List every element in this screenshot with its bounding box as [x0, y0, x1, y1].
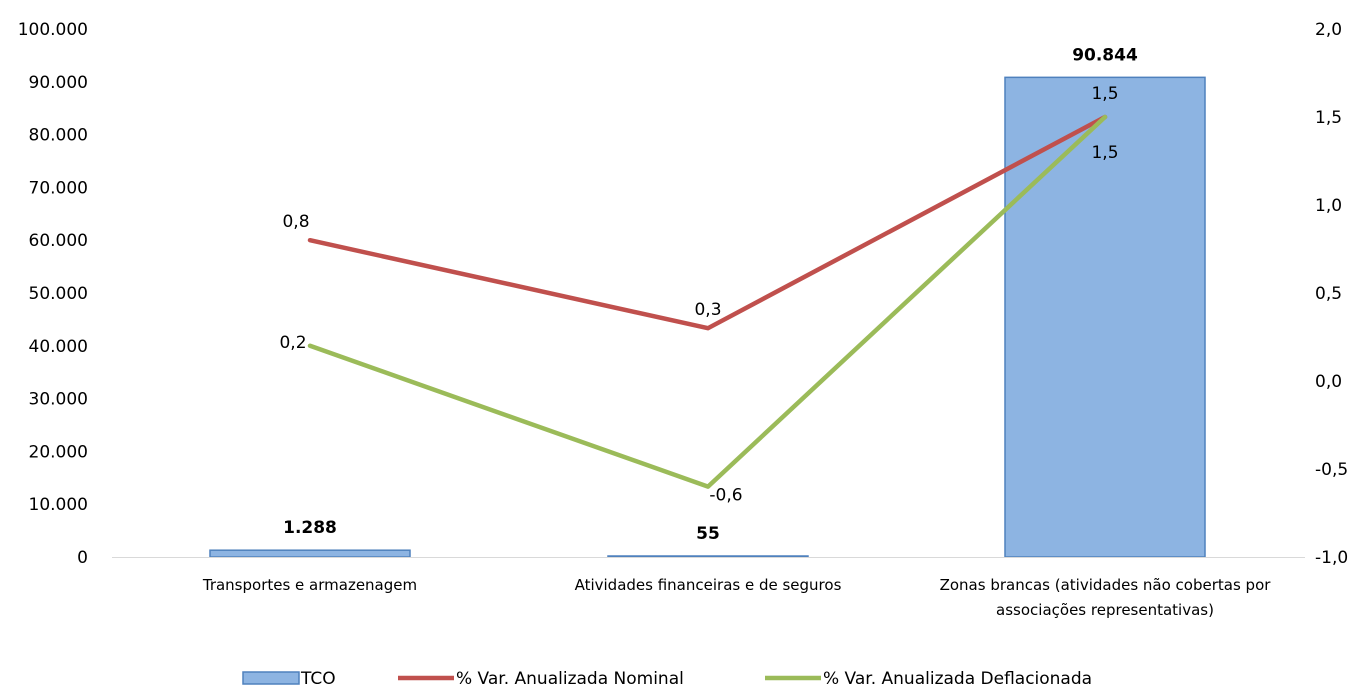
- line-data-label-var-anualizada-nominal: 1,5: [1091, 84, 1118, 104]
- right-tick-label: 1,5: [1315, 108, 1342, 128]
- bar-tco-2: [1004, 76, 1206, 558]
- left-tick-label: 90.000: [29, 73, 88, 93]
- left-tick-label: 80.000: [29, 126, 88, 146]
- left-axis-ticks: 0 10.000 20.000 30.000 40.000 50.000 60.000 70.…: [18, 20, 88, 568]
- category-label: Zonas brancas (atividades não cobertas p…: [940, 576, 1272, 594]
- left-tick-label: 70.000: [29, 178, 88, 198]
- bar-tco-0: [209, 549, 411, 558]
- legend-label-tco: TCO: [300, 669, 336, 689]
- bar-tco-1: [607, 555, 809, 558]
- right-tick-label: -0,5: [1315, 460, 1348, 480]
- right-tick-label: 0,5: [1315, 284, 1342, 304]
- line-series: [307, 114, 1108, 489]
- bar-data-label: 55: [696, 524, 720, 544]
- category-label: associações representativas): [996, 601, 1214, 619]
- left-tick-label: 30.000: [29, 390, 88, 410]
- bar-data-label: 90.844: [1072, 45, 1138, 65]
- right-tick-label: -1,0: [1315, 548, 1348, 568]
- line-var-anualizada-deflacionada: [307, 114, 1108, 489]
- line-data-label-var-anualizada-deflacionada: 1,5: [1091, 143, 1118, 163]
- line-data-label-var-anualizada-deflacionada: -0,6: [709, 486, 742, 506]
- left-tick-label: 10.000: [29, 495, 88, 515]
- left-tick-label: 50.000: [29, 284, 88, 304]
- line-var-anualizada-nominal: [307, 114, 1108, 331]
- right-tick-label: 2,0: [1315, 20, 1342, 40]
- left-tick-label: 100.000: [18, 20, 88, 40]
- right-tick-label: 0,0: [1315, 372, 1342, 392]
- line-data-label-var-anualizada-nominal: 0,3: [694, 300, 721, 320]
- category-label: Transportes e armazenagem: [202, 576, 417, 594]
- left-tick-label: 0: [77, 548, 88, 568]
- category-label: Atividades financeiras e de seguros: [575, 576, 842, 594]
- left-tick-label: 20.000: [29, 442, 88, 462]
- left-tick-label: 40.000: [29, 337, 88, 357]
- left-tick-label: 60.000: [29, 231, 88, 251]
- bar-series: [209, 76, 1206, 558]
- legend-label-var-anualizada-nominal: % Var. Anualizada Nominal: [456, 669, 684, 689]
- line-data-label-var-anualizada-nominal: 0,8: [282, 212, 309, 232]
- data-labels: 1.288 55 90.844 0,8 0,3 1,5 0,2 -0,6 1,5: [279, 45, 1137, 544]
- bar-data-label: 1.288: [283, 518, 337, 538]
- legend-swatch-tco: [242, 671, 300, 685]
- category-labels: Transportes e armazenagem Atividades fina…: [202, 576, 1271, 619]
- right-axis-ticks: -1,0 -0,5 0,0 0,5 1,0 1,5 2,0: [1315, 20, 1348, 568]
- legend-label-var-anualizada-deflacionada: % Var. Anualizada Deflacionada: [823, 669, 1092, 689]
- line-data-label-var-anualizada-deflacionada: 0,2: [279, 333, 306, 353]
- legend: TCO % Var. Anualizada Nominal % Var. Anual…: [242, 669, 1092, 689]
- right-tick-label: 1,0: [1315, 196, 1342, 216]
